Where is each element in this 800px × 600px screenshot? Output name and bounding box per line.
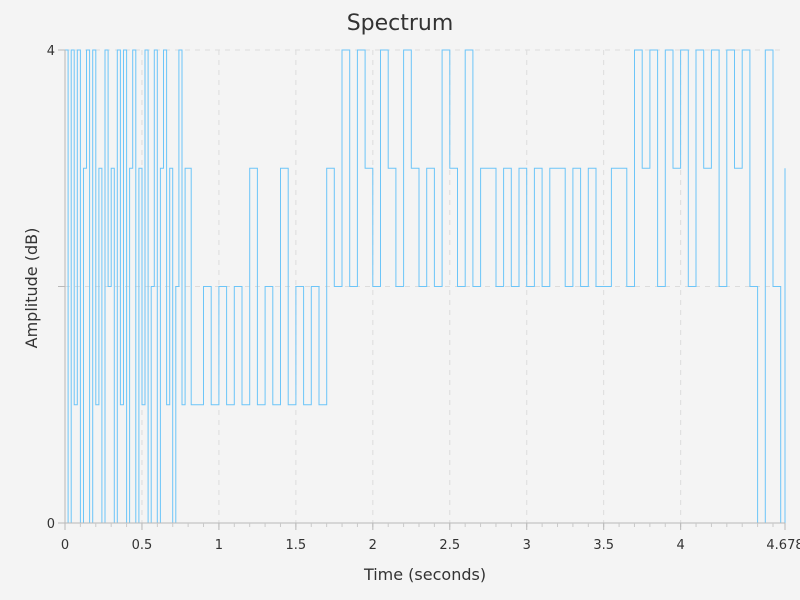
tick-layer: 0 0.5 1 1.5 2 2.5 3 3.5 4 4.678 0 4 [47, 44, 800, 553]
y-axis-label: Amplitude (dB) [22, 228, 41, 349]
chart-title: Spectrum [347, 11, 454, 36]
x-tick-label: 0 [61, 538, 69, 553]
x-tick-label: 4 [677, 538, 685, 553]
y-tick-label: 4 [47, 44, 55, 59]
x-axis-label: Time (seconds) [363, 565, 486, 584]
x-tick-label: 1.5 [286, 538, 307, 553]
spectrum-series-line [65, 49, 786, 524]
x-tick-label: 2 [369, 538, 377, 553]
x-tick-label: 4.678 [766, 538, 800, 553]
x-tick-label: 0.5 [132, 538, 153, 553]
x-tick-label: 2.5 [439, 538, 460, 553]
series-layer [65, 49, 786, 524]
x-tick-label: 3.5 [593, 538, 614, 553]
x-tick-label: 3 [523, 538, 531, 553]
y-tick-label: 0 [47, 517, 55, 532]
x-tick-label: 1 [215, 538, 223, 553]
